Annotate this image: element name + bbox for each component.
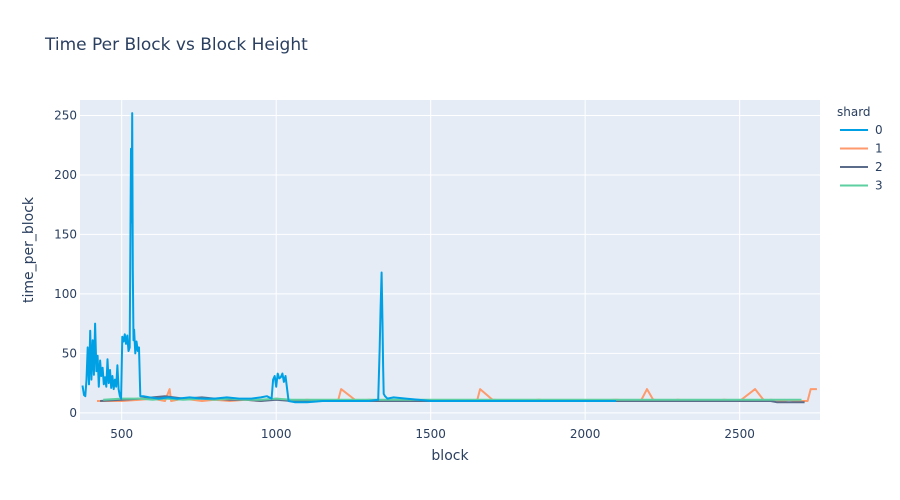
series-lines <box>81 112 817 404</box>
plot-background <box>80 100 820 420</box>
legend-title: shard <box>837 105 871 119</box>
legend-label-3[interactable]: 3 <box>875 179 883 193</box>
gridlines <box>80 100 820 420</box>
x-axis-ticks: 500 1000 1500 2000 2500 <box>110 427 755 441</box>
series-line-3 <box>103 397 802 401</box>
y-tick-label: 100 <box>54 287 77 301</box>
chart-title: Time Per Block vs Block Height <box>44 35 308 55</box>
y-tick-label: 200 <box>54 168 77 182</box>
series-line-1 <box>97 388 817 402</box>
legend[interactable]: shard 0 1 2 3 <box>837 105 883 193</box>
x-tick-label: 500 <box>110 427 133 441</box>
y-tick-label: 50 <box>62 346 77 360</box>
y-tick-label: 150 <box>54 227 77 241</box>
y-axis-ticks: 0 50 100 150 200 250 <box>54 108 77 419</box>
x-tick-label: 1500 <box>415 427 446 441</box>
x-tick-label: 1000 <box>261 427 292 441</box>
x-axis-title: block <box>431 448 469 464</box>
legend-label-0[interactable]: 0 <box>875 123 883 137</box>
y-tick-label: 250 <box>54 108 77 122</box>
x-tick-label: 2000 <box>570 427 601 441</box>
y-tick-label: 0 <box>69 406 77 420</box>
legend-label-1[interactable]: 1 <box>875 142 883 156</box>
legend-label-2[interactable]: 2 <box>875 160 883 174</box>
x-tick-label: 2500 <box>724 427 755 441</box>
y-axis-title: time_per_block <box>21 196 37 303</box>
series-line-0 <box>81 112 617 404</box>
